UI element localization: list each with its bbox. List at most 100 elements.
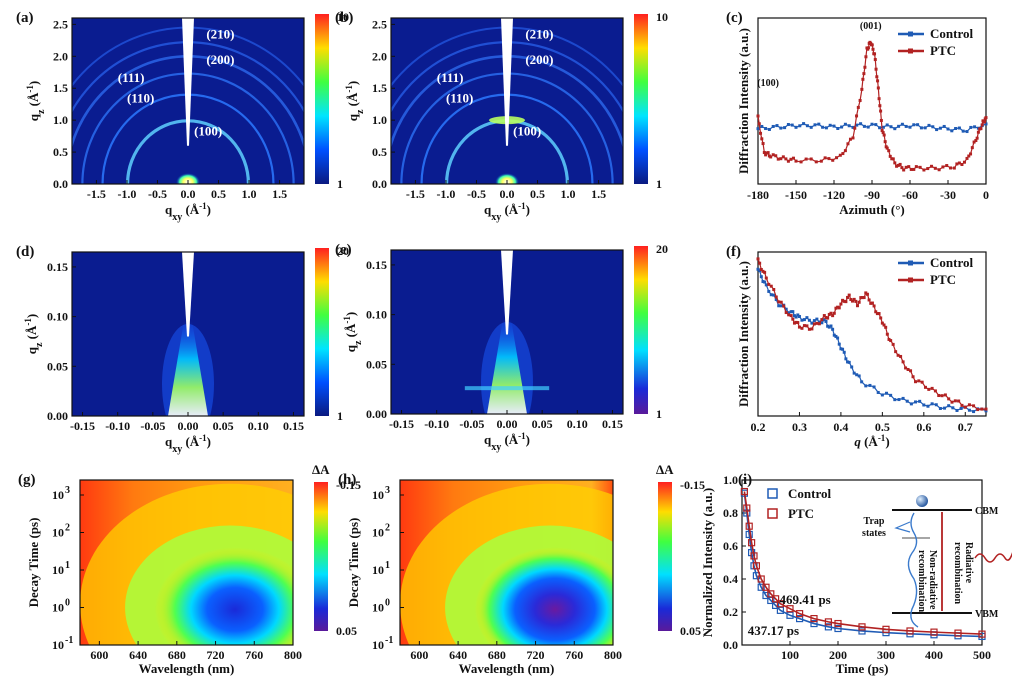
data-point-ptc — [884, 325, 888, 329]
data-point-ptc — [950, 400, 954, 404]
data-point-ptc — [776, 157, 780, 161]
data-point-control — [955, 408, 959, 412]
data-point-ptc — [887, 149, 891, 153]
y-tick-label: 10 — [372, 563, 384, 577]
data-point-control — [897, 124, 901, 128]
data-point-ptc — [812, 322, 816, 326]
peak-annotation-001: (001) — [860, 21, 882, 32]
data-point-ptc — [876, 79, 880, 83]
x-tick-label: 0.10 — [567, 417, 588, 431]
y-axis-label-exp: -1 — [23, 318, 33, 326]
data-point-ptc — [979, 127, 983, 131]
data-point-ptc — [805, 324, 809, 328]
data-point-ptc — [774, 295, 778, 299]
y-tick-label: 2.0 — [53, 49, 68, 63]
data-point-control — [905, 399, 909, 403]
data-point-control — [805, 124, 809, 128]
colorbar-max-label: 20 — [656, 242, 668, 256]
data-point-ptc — [810, 614, 818, 623]
data-point-control — [870, 122, 874, 126]
y-tick-exponent: 0 — [65, 598, 70, 609]
data-point-ptc — [836, 305, 840, 309]
panel-label-d: (d) — [16, 244, 34, 260]
data-point-ptc — [814, 160, 818, 164]
data-point-control — [810, 619, 818, 628]
data-point-control — [809, 125, 813, 129]
x-axis-label-base: q — [484, 432, 492, 447]
data-point-control — [957, 126, 961, 130]
y-axis-label-close: ) — [26, 81, 41, 85]
data-point-ptc — [853, 126, 857, 130]
data-point-control — [812, 319, 816, 323]
data-point-control — [802, 122, 806, 126]
y-tick-label: 0.0 — [53, 177, 68, 191]
data-point-ptc — [926, 167, 930, 171]
data-point-control — [834, 624, 842, 633]
x-tick-label: -150 — [785, 188, 807, 202]
data-point-control — [817, 122, 821, 126]
data-point-ptc — [817, 322, 821, 326]
y-axis-label-sub: z — [353, 340, 364, 345]
y-tick-label: 0.4 — [723, 572, 738, 586]
data-point-ptc — [824, 618, 833, 626]
data-point-control — [842, 350, 846, 354]
data-point-ptc — [756, 114, 760, 118]
x-tick-label: -60 — [902, 188, 918, 202]
data-point-ptc — [930, 628, 938, 636]
colorbar-min-label: 0.05 — [336, 624, 357, 638]
data-point-ptc — [918, 165, 922, 169]
y-axis-label-close: ) — [343, 312, 358, 316]
y-tick-label: 2.0 — [372, 49, 387, 63]
trap-arrow — [894, 521, 911, 533]
data-point-ptc — [810, 327, 814, 331]
data-point-ptc — [855, 304, 859, 308]
data-point-ptc — [947, 397, 951, 401]
x-tick-label: -0.05 — [140, 419, 165, 433]
data-point-ptc — [860, 87, 864, 91]
data-point-control — [874, 123, 878, 127]
data-point-ptc — [789, 157, 793, 161]
data-point-ptc — [862, 296, 866, 300]
peak-annotation: (110) — [446, 90, 473, 105]
data-point-ptc — [879, 109, 883, 113]
data-point-control — [757, 583, 765, 591]
data-point-control — [876, 390, 880, 394]
colorbar-max-label: 10 — [337, 10, 349, 24]
data-point-ptc — [864, 291, 868, 295]
data-point-ptc — [891, 342, 895, 346]
y-tick-label: 1.5 — [372, 81, 387, 95]
peak-annotation: (200) — [525, 52, 553, 67]
data-point-control — [881, 125, 885, 129]
data-point-control — [822, 318, 826, 322]
panel-e: -0.15 -0.10 -0.05 0.00 0.05 0.10 0.15 0.00 0.05 0… — [335, 242, 668, 453]
x-tick-label: 1.0 — [561, 187, 576, 201]
data-point-control — [852, 371, 856, 375]
plot-frame — [741, 479, 983, 646]
panel-label-c: (c) — [726, 10, 743, 26]
data-point-ptc — [896, 353, 900, 357]
data-point-ptc — [792, 321, 796, 325]
y-tick-label: 0.00 — [47, 409, 68, 423]
data-point-ptc — [771, 595, 780, 603]
y-tick-label: 1.5 — [53, 81, 68, 95]
data-point-ptc — [972, 140, 976, 144]
data-point-control — [794, 125, 798, 129]
data-point-ptc — [933, 389, 937, 393]
data-point-control — [943, 406, 947, 410]
y-axis-label: qz (Å-1) — [23, 314, 45, 355]
data-point-ptc — [834, 306, 838, 310]
y-tick-label: 2.5 — [53, 17, 68, 31]
data-point-ptc — [937, 168, 941, 172]
data-point-ptc — [862, 72, 866, 76]
x-tick-label: -1.5 — [87, 187, 106, 201]
data-point-ptc — [952, 166, 956, 170]
data-point-ptc — [898, 162, 902, 166]
y-axis-label: qz (Å-1) — [344, 81, 366, 122]
electron-icon — [916, 495, 928, 507]
x-tick-label: 1.5 — [591, 187, 606, 201]
data-point-control — [847, 360, 851, 364]
data-point-ptc — [870, 301, 874, 305]
data-point-control — [760, 124, 764, 128]
data-point-ptc — [906, 627, 914, 635]
x-tick-label: 0.05 — [532, 417, 553, 431]
